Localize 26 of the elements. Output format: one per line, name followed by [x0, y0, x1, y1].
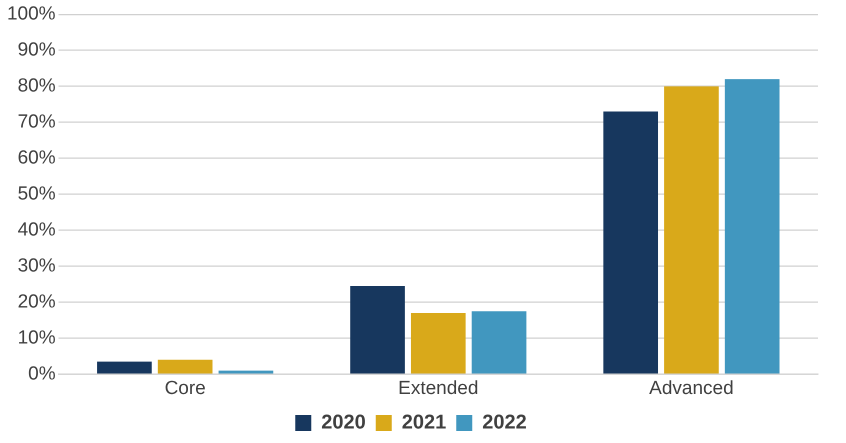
bar [603, 112, 658, 374]
y-tick-label: 90% [18, 40, 56, 61]
y-tick-label: 100% [6, 4, 56, 25]
y-tick-label: 50% [18, 184, 56, 205]
legend-label: 2021 [402, 412, 446, 434]
bar [410, 313, 466, 374]
y-tick-label: 70% [18, 112, 56, 133]
bar [158, 360, 212, 374]
x-tick-label: Extended [398, 378, 478, 399]
y-tick-label: 60% [18, 148, 56, 169]
y-tick-label: 30% [18, 255, 56, 276]
y-tick-label: 20% [18, 291, 56, 312]
y-tick-label: 0% [28, 363, 56, 384]
legend-label: 2022 [482, 412, 527, 434]
bar [724, 79, 780, 374]
x-tick-label: Core [164, 378, 206, 399]
bar [97, 362, 152, 374]
y-tick-label: 80% [18, 76, 56, 97]
y-tick-label: 10% [18, 327, 56, 348]
x-tick-label: Advanced [649, 378, 734, 399]
y-tick-label: 40% [18, 220, 56, 241]
legend-label: 2020 [321, 412, 366, 434]
bar [472, 311, 526, 374]
bar [350, 286, 405, 374]
bar [664, 86, 719, 374]
bar [218, 370, 274, 374]
